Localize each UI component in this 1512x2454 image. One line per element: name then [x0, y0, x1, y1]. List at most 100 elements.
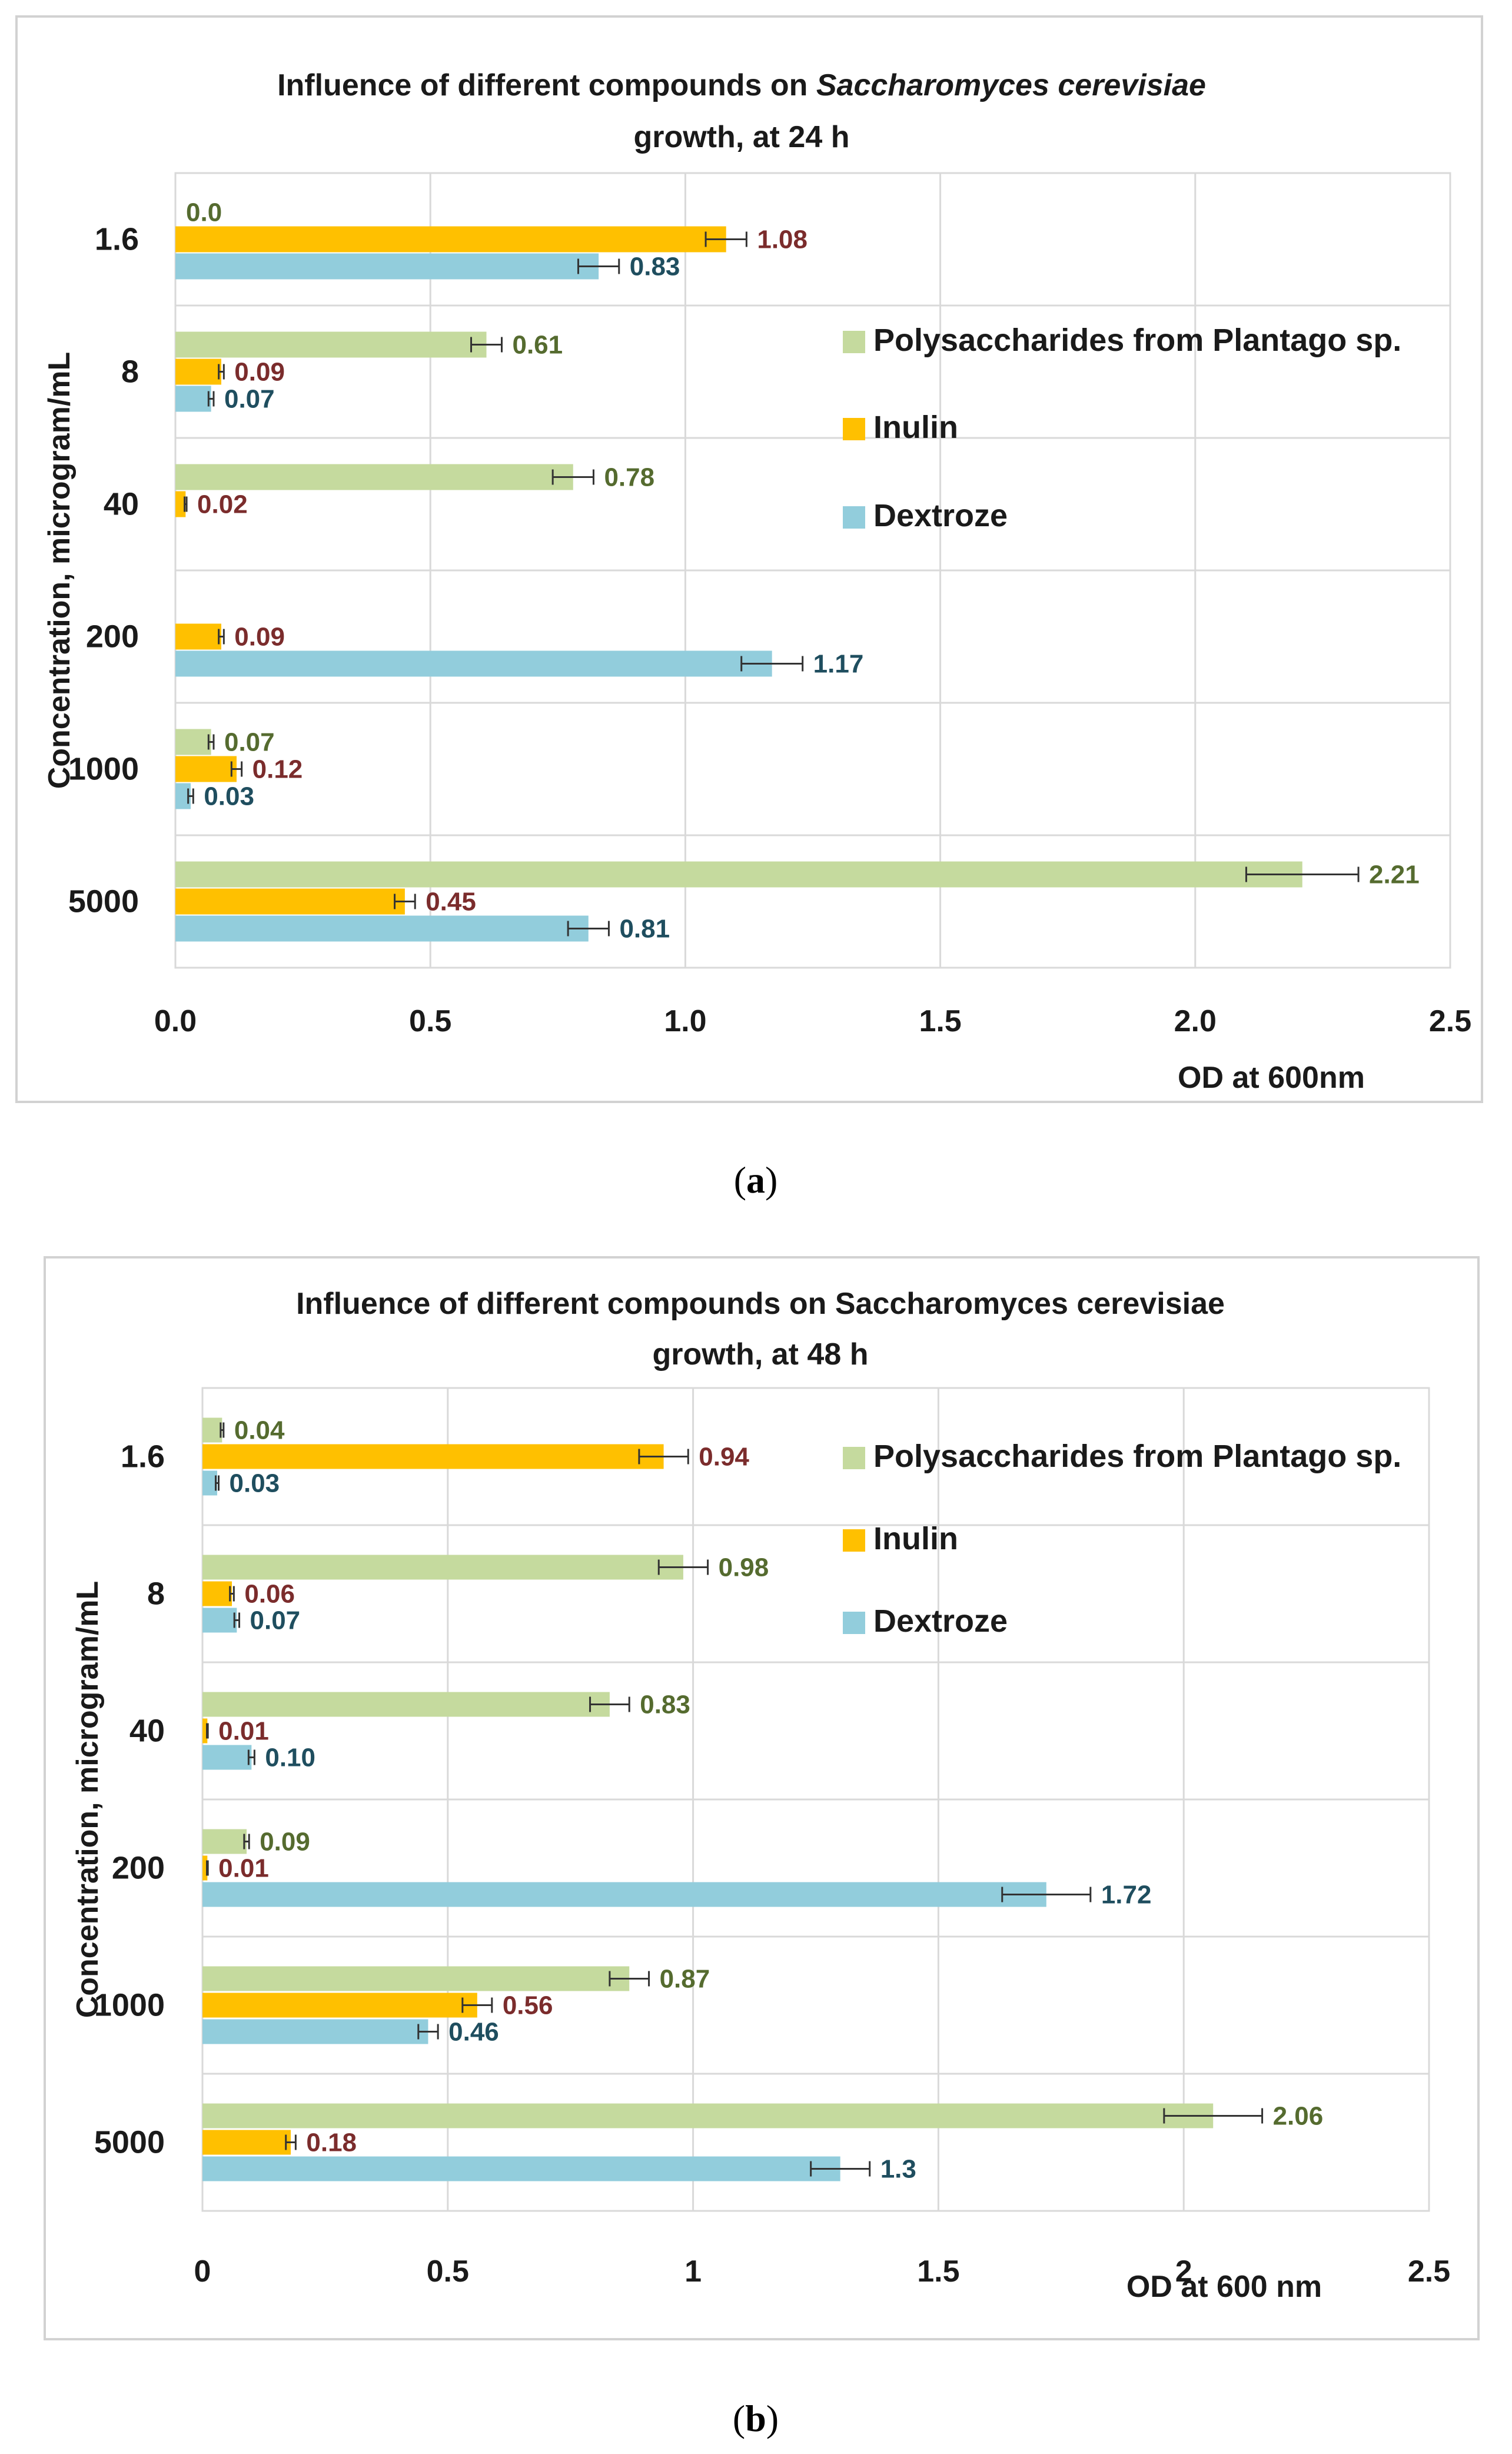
y-category-label: 1000 — [68, 752, 139, 787]
x-tick-label: 0.5 — [409, 1004, 451, 1038]
data-label-inulin: 0.12 — [252, 755, 303, 784]
data-label-inulin: 0.09 — [234, 358, 285, 387]
bar-polysaccharides — [175, 464, 573, 490]
chart-title-prefix: Influence of different compounds on Sacc… — [296, 1287, 1225, 1321]
legend-label-dextroze: Dextroze — [873, 498, 1008, 533]
data-label-polysaccharides: 0.09 — [260, 1828, 310, 1857]
y-category-label: 40 — [104, 487, 139, 522]
y-category-label: 8 — [121, 354, 139, 390]
chart-title-italic: Saccharomyces cerevisiae — [816, 68, 1206, 102]
data-label-inulin: 0.94 — [699, 1443, 749, 1472]
data-label-polysaccharides: 2.21 — [1369, 861, 1420, 889]
chart-panel-a: Influence of different compounds on Sacc… — [15, 15, 1483, 1103]
data-label-polysaccharides: 0.83 — [640, 1691, 690, 1719]
x-axis-title: OD at 600nm — [1178, 1061, 1365, 1095]
caption-letter: a — [746, 1159, 765, 1201]
y-category-label: 200 — [86, 619, 139, 655]
legend-swatch-polysaccharides — [843, 1447, 865, 1469]
x-tick-label: 1.0 — [664, 1004, 706, 1038]
bar-inulin — [175, 491, 186, 517]
chart-title-line2: growth, at 24 h — [634, 120, 850, 154]
data-label-dextroze: 0.07 — [224, 385, 275, 414]
bar-polysaccharides — [202, 1692, 610, 1717]
data-label-dextroze: 0.03 — [204, 782, 254, 811]
legend-label-polysaccharides: Polysaccharides from Plantago sp. — [873, 1439, 1401, 1474]
bar-polysaccharides — [202, 2103, 1214, 2128]
bar-dextroze — [202, 2156, 840, 2181]
legend-label-inulin: Inulin — [873, 1521, 958, 1556]
x-tick-label: 2.0 — [1174, 1004, 1217, 1038]
data-label-inulin: 0.56 — [503, 1991, 553, 2020]
legend-label-polysaccharides: Polysaccharides from Plantago sp. — [873, 323, 1401, 358]
caption-paren: ( — [734, 1159, 746, 1201]
y-axis-title: Concentration, microgram/mL — [71, 1581, 105, 2018]
data-label-dextroze: 1.17 — [813, 650, 864, 679]
y-category-label: 1.6 — [95, 222, 139, 257]
x-tick-label: 0.5 — [427, 2254, 469, 2289]
bar-inulin — [175, 226, 726, 253]
legend-swatch-dextroze — [843, 1612, 865, 1634]
y-category-label: 5000 — [94, 2125, 165, 2160]
data-label-dextroze: 0.81 — [619, 915, 670, 944]
data-label-polysaccharides: 0.0 — [186, 198, 222, 227]
x-tick-label: 1 — [684, 2254, 702, 2289]
data-label-polysaccharides: 2.06 — [1273, 2102, 1324, 2131]
bar-polysaccharides — [202, 1829, 247, 1854]
bar-polysaccharides — [175, 331, 487, 358]
chart-title-line1: Influence of different compounds on Sacc… — [277, 68, 1206, 102]
data-label-dextroze: 1.3 — [880, 2155, 916, 2184]
bar-dextroze — [202, 1470, 218, 1496]
bar-polysaccharides — [175, 729, 211, 755]
data-label-dextroze: 1.72 — [1101, 1881, 1152, 1910]
x-tick-label: 2.5 — [1429, 1004, 1471, 1038]
legend-label-dextroze: Dextroze — [873, 1603, 1008, 1639]
chart-title-line1: Influence of different compounds on Sacc… — [296, 1287, 1225, 1321]
chart-title-line2: growth, at 48 h — [653, 1337, 869, 1372]
x-tick-label: 1.5 — [917, 2254, 959, 2289]
bar-polysaccharides — [202, 1417, 222, 1443]
data-label-inulin: 0.01 — [218, 1854, 269, 1883]
bar-polysaccharides — [202, 1966, 630, 1991]
data-label-polysaccharides: 0.87 — [660, 1965, 710, 1994]
bar-inulin — [175, 623, 221, 650]
caption-paren: ) — [765, 1159, 777, 1201]
bar-inulin — [202, 1444, 664, 1469]
y-category-label: 8 — [147, 1576, 165, 1612]
bar-inulin — [202, 1718, 208, 1744]
panel-caption: (b) — [733, 2397, 779, 2439]
chart-panel-b: Influence of different compounds on Sacc… — [44, 1256, 1480, 2340]
caption-paren: ( — [733, 2397, 745, 2439]
bar-inulin — [202, 1581, 232, 1606]
legend-swatch-dextroze — [843, 506, 865, 529]
bar-polysaccharides — [175, 861, 1302, 888]
data-label-polysaccharides: 0.04 — [234, 1416, 285, 1445]
bar-dextroze — [175, 253, 599, 280]
data-label-inulin: 1.08 — [757, 225, 807, 254]
y-category-label: 1000 — [94, 1988, 165, 2023]
legend-swatch-polysaccharides — [843, 331, 865, 353]
panel-caption: (a) — [734, 1159, 778, 1201]
data-label-inulin: 0.09 — [234, 623, 285, 652]
x-tick-label: 2 — [1175, 2254, 1192, 2289]
x-tick-label: 0.0 — [154, 1004, 197, 1038]
x-axis-title: OD at 600 nm — [1126, 2270, 1322, 2304]
bar-inulin — [202, 1993, 477, 2018]
bar-dextroze — [202, 1608, 237, 1633]
chart-title-prefix: Influence of different compounds on — [277, 68, 816, 102]
data-label-dextroze: 0.07 — [250, 1606, 301, 1635]
y-category-label: 5000 — [68, 884, 139, 919]
data-label-polysaccharides: 0.78 — [604, 463, 654, 492]
data-label-dextroze: 0.46 — [448, 2018, 499, 2047]
x-tick-label: 2.5 — [1408, 2254, 1450, 2289]
legend-swatch-inulin — [843, 418, 865, 440]
y-category-label: 40 — [129, 1714, 165, 1749]
y-category-label: 1.6 — [121, 1439, 165, 1475]
x-tick-label: 0 — [194, 2254, 211, 2289]
data-label-inulin: 0.45 — [426, 888, 476, 916]
data-label-dextroze: 0.10 — [265, 1744, 315, 1772]
data-label-inulin: 0.02 — [197, 490, 248, 519]
data-label-polysaccharides: 0.98 — [719, 1553, 769, 1582]
bar-dextroze — [175, 650, 772, 677]
data-label-inulin: 0.18 — [306, 2128, 357, 2157]
